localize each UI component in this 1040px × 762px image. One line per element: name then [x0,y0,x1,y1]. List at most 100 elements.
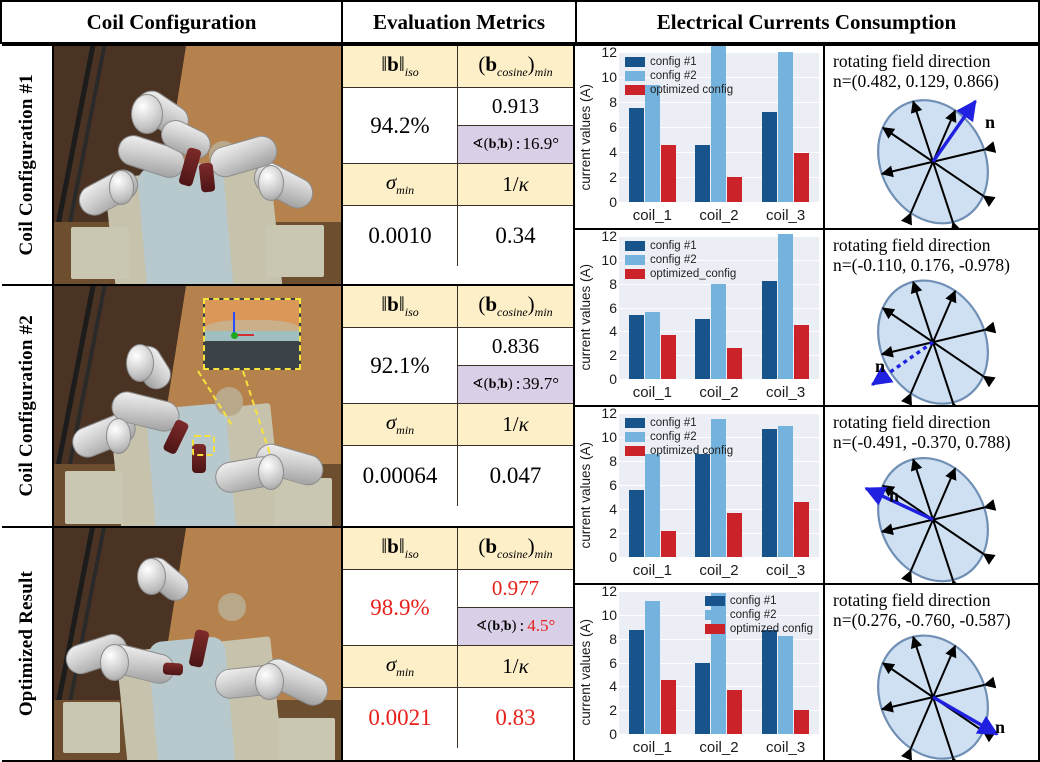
bar-chart: current values (A) 0 2 4 6 8 10 12 config #1 conf… [575,585,823,760]
legend-item: optimized config [625,84,733,96]
y-tick: 2 [609,169,617,185]
bar [695,144,711,202]
field-arrow [900,644,957,760]
legend-swatch [625,255,645,265]
scene-image-config-1 [54,44,343,284]
header-row: Coil Configuration Evaluation Metrics El… [2,2,1038,42]
legend-label: optimized config [650,445,734,457]
bar-groups [619,46,819,202]
metrics-block-config-2: ‖b‖iso (bcosine)min 92.1% 0.836 ∢(b,̂b) … [343,284,575,526]
gridline [619,413,819,414]
b-cosine-value: 0.977 [458,570,573,608]
bar [644,84,660,202]
x-tick-label: coil_1 [632,384,672,401]
metric-label-b-iso: ‖b‖iso [343,528,458,570]
y-tick: 6 [609,477,617,493]
legend-swatch [625,432,645,442]
x-tick-label: coil_3 [766,739,806,756]
bar-group [762,413,810,557]
bar [762,630,778,734]
legend-item: config #2 [625,254,736,266]
angle-value: 4.5° [527,616,556,636]
normal-vector-arrow [864,486,934,522]
metric-value-sigma-min: 0.00064 [343,446,458,506]
y-tick: 4 [609,323,617,340]
angle-value: 39.7° [522,374,560,394]
bar [794,501,810,557]
legend-item: optimized config [704,623,813,635]
metric-label-b-cosine: (bcosine)min [458,528,573,570]
bar [644,600,660,734]
x-axis-labels: coil_1 coil_2 coil_3 [619,739,819,756]
bar [711,283,727,379]
y-tick: 8 [609,275,617,292]
x-tick-label: coil_3 [766,384,806,401]
metrics-header-row-2: σmin 1/κ [343,164,573,206]
bar [794,325,810,379]
legend-item: config #2 [625,431,733,443]
field-vector-value: n=(0.482, 0.129, 0.866) [833,70,999,91]
metric-value-b-cosine-group: 0.913 ∢(b,̂b) : 16.9° [458,88,573,164]
scene-image-optimized [54,526,343,762]
y-tick: 0 [609,726,617,742]
bar-group [762,52,810,202]
row-label-text: Coil Configuration #1 [16,74,37,256]
legend-swatch [704,610,725,620]
y-axis-ticks: 0 2 4 6 8 10 12 [595,585,619,760]
legend-label: config #2 [650,431,697,443]
bar [644,453,660,557]
bar-groups [619,413,819,557]
legend-item: config #1 [625,240,736,252]
angle-cell: ∢(b,̂b) : 16.9° [458,125,573,163]
bar [711,46,727,202]
bar [727,512,743,557]
legend-label: optimized config [650,84,734,96]
x-axis-labels: coil_1 coil_2 coil_3 [619,207,819,224]
metric-value-one-over-kappa: 0.83 [495,705,536,730]
bar [628,630,644,734]
bar [660,144,676,202]
y-tick: 2 [609,525,617,541]
bar-group [628,591,676,734]
metric-label-sigma-min: σmin [343,646,458,688]
metrics-value-row-2: 0.0010 0.34 [343,206,573,266]
normal-vector-arrow [931,99,977,163]
legend-item: config #2 [704,609,813,621]
zoom-inset-panel [203,298,301,370]
rotating-field-diagram: n [877,99,997,228]
gridline [619,591,819,592]
plot-area: config #1 config #2 optimized config [619,46,819,202]
row-label-optimized: Optimized Result [2,526,54,762]
field-direction-title: rotating field direction n=(-0.110, 0.176… [833,235,1010,275]
row-label-text: Optimized Result [16,571,37,717]
bar [794,153,810,202]
x-tick-label: coil_1 [632,739,672,756]
metric-label-one-over-kappa: 1/κ [458,404,573,446]
field-direction-title: rotating field direction n=(0.482, 0.129,… [833,51,999,91]
robot-scene-2 [54,286,341,526]
y-tick: 12 [601,228,617,244]
field-title-line: rotating field direction [833,412,991,432]
y-tick: 8 [609,94,617,110]
legend-item: config #1 [625,417,733,429]
bar-group [695,46,743,202]
legend-swatch [704,596,725,606]
bar [695,319,711,379]
robot-scene-1 [54,46,341,284]
bar-chart: current values (A) 0 2 4 6 8 10 12 config #1 conf… [575,230,823,405]
bar [644,312,660,379]
plot-area: config #1 config #2 optimized_config [619,233,819,379]
bar [628,108,644,202]
bar-group [628,236,676,379]
legend-swatch [625,85,645,95]
bar [762,281,778,379]
field-cell-4: rotating field direction n=(0.276, -0.760… [825,583,1038,762]
plot-area: config #1 config #2 optimized config [619,413,819,557]
metric-label-b-iso: ‖b‖iso [343,286,458,328]
metrics-header-row-2: σmin 1/κ [343,646,573,688]
y-tick: 4 [609,501,617,517]
chart-legend: config #1 config #2 optimized config [704,595,813,635]
metrics-value-row: 92.1% 0.836 ∢(b,̂b) : 39.7° [343,328,573,404]
field-title-line: rotating field direction [833,235,991,255]
y-tick: 2 [609,702,617,719]
